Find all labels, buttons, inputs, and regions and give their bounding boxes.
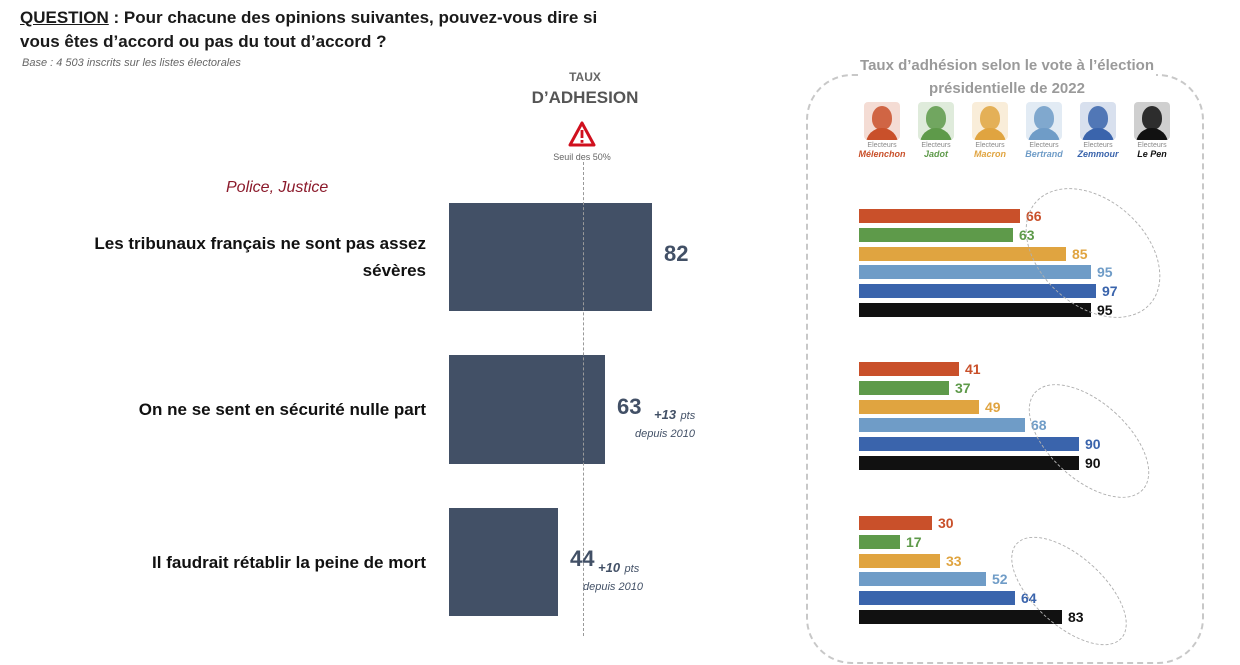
breakdown-bar [859,554,940,568]
breakdown-value: 49 [985,399,1001,415]
category-label: Police, Justice [226,179,329,196]
candidate-name: Jadot [923,149,948,159]
question-label: QUESTION [20,8,109,27]
portrait-icon [1026,102,1062,140]
breakdown-bar [859,284,1096,298]
delta-since: depuis 2010 [583,581,643,593]
candidate-caption: Electeurs [1083,142,1113,149]
breakdown-bar [859,400,979,414]
breakdown-value: 90 [1085,436,1101,452]
candidate-name: Bertrand [1025,149,1063,159]
breakdown-value: 33 [946,553,962,569]
main-bar [449,508,558,616]
delta-since: depuis 2010 [635,428,695,440]
delta-unit: pts [680,410,696,422]
statement-label: Les tribunaux français ne sont pas assez… [94,234,426,280]
question-body: : Pour chacune des opinions suivantes, p… [20,8,598,51]
candidate-1: Electeurs Jadot [909,102,963,159]
bar-value-label: 82 [664,241,689,266]
breakdown-bar [859,209,1020,223]
taux-header-small: TAUX [569,70,601,84]
candidate-4: Electeurs Zemmour [1071,102,1125,159]
candidate-name: Mélenchon [858,149,906,159]
panel-title: Taux d’adhésion selon le vote à l’électi… [858,54,1156,100]
candidate-caption: Electeurs [867,142,897,149]
breakdown-bar [859,535,900,549]
breakdown-bar [859,303,1091,317]
portrait-icon [1080,102,1116,140]
breakdown-value: 90 [1085,455,1101,471]
warning-icon [568,121,596,147]
bar-value-label: 63 [617,393,642,419]
breakdown-value: 95 [1097,264,1113,280]
delta-label: +10 pts [598,559,639,577]
breakdown-bar [859,265,1091,279]
breakdown-value: 83 [1068,609,1084,625]
breakdown-value: 41 [965,361,981,377]
delta-label: +13 pts [654,406,695,424]
breakdown-value: 85 [1072,246,1088,262]
breakdown-bar [859,572,986,586]
breakdown-bar [859,247,1066,261]
taux-header-big: D’ADHESION [531,88,639,107]
candidate-caption: Electeurs [1029,142,1059,149]
breakdown-bar [859,228,1013,242]
main-bar [449,355,605,464]
breakdown-bar [859,418,1025,432]
breakdown-bar [859,456,1079,470]
breakdown-value: 30 [938,515,954,531]
breakdown-bar [859,591,1015,605]
breakdown-bar [859,362,959,376]
candidate-name: Macron [973,149,1006,159]
breakdown-value: 63 [1019,227,1035,243]
breakdown-value: 37 [955,380,971,396]
breakdown-bar [859,516,932,530]
breakdown-value: 52 [992,571,1008,587]
breakdown-bar [859,381,949,395]
bar-value-label: 44 [570,546,595,571]
portrait-icon [1134,102,1170,140]
portrait-icon [864,102,900,140]
main-bar [449,203,652,311]
threshold-line [583,162,584,636]
candidate-3: Electeurs Bertrand [1017,102,1071,159]
base-note: Base : 4 503 inscrits sur les listes éle… [22,57,241,69]
delta-value: +13 [654,407,677,422]
delta-unit: pts [624,563,640,575]
breakdown-bar [859,610,1062,624]
portrait-icon [972,102,1008,140]
candidate-0: Electeurs Mélenchon [855,102,909,159]
candidate-name: Zemmour [1077,149,1119,159]
delta-value: +10 [598,560,621,575]
breakdown-value: 68 [1031,417,1047,433]
breakdown-bar [859,437,1079,451]
breakdown-value: 64 [1021,590,1037,606]
breakdown-value: 95 [1097,302,1113,318]
breakdown-value: 66 [1026,208,1042,224]
breakdown-value: 17 [906,534,922,550]
breakdown-value: 97 [1102,283,1118,299]
candidate-name: Le Pen [1137,149,1167,159]
candidate-caption: Electeurs [975,142,1005,149]
candidate-5: Electeurs Le Pen [1125,102,1179,159]
question-text: QUESTION : Pour chacune des opinions sui… [20,6,640,54]
threshold-label: Seuil des 50% [553,152,611,162]
statement-label: Il faudrait rétablir la peine de mort [152,553,426,572]
candidate-2: Electeurs Macron [963,102,1017,159]
candidate-caption: Electeurs [921,142,951,149]
candidate-caption: Electeurs [1137,142,1167,149]
portrait-icon [918,102,954,140]
statement-label: On ne se sent en sécurité nulle part [138,400,426,419]
